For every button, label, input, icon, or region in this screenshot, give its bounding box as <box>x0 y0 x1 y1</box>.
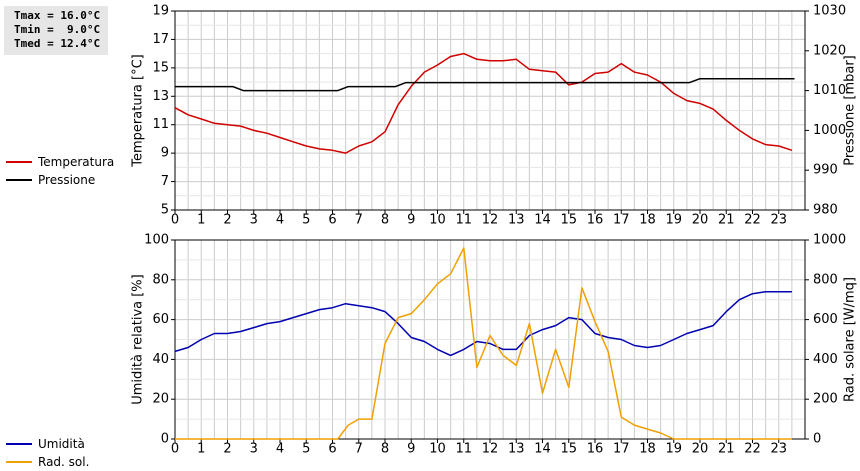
p0-y2-axis-title: Pressione [mbar] <box>843 55 858 166</box>
p0-y-tick-label: 9 <box>161 146 169 161</box>
p0-y2-tick-label: 1000 <box>813 123 846 138</box>
p1-x-tick-label: 3 <box>250 442 258 457</box>
p1-x-tick-label: 1 <box>197 442 205 457</box>
p1-y2-tick-label: 0 <box>813 432 821 447</box>
p1-x-tick-label: 22 <box>744 442 761 457</box>
legend-item-umidita: Umidità <box>6 435 89 453</box>
p0-x-tick-label: 1 <box>197 213 205 228</box>
p1-x-tick-label: 10 <box>429 442 446 457</box>
p0-x-tick-label: 7 <box>355 213 363 228</box>
legend-swatch-rad-sol <box>6 461 32 463</box>
legend-swatch-umidita <box>6 443 32 445</box>
p1-y2-tick-label: 600 <box>813 312 838 327</box>
p0-y2-tick-label: 980 <box>813 203 838 218</box>
p1-x-tick-label: 0 <box>171 442 179 457</box>
stat-tmed: Tmed = 12.4°C <box>14 37 101 50</box>
p0-y-tick-label: 15 <box>152 60 169 75</box>
p1-x-tick-label: 8 <box>381 442 389 457</box>
legend-item-pressione: Pressione <box>6 171 114 189</box>
p0-x-tick-label: 2 <box>223 213 231 228</box>
p1-x-tick-label: 9 <box>407 442 415 457</box>
p0-x-tick-label: 23 <box>770 213 787 228</box>
p1-x-tick-label: 11 <box>455 442 472 457</box>
p0-series-temperatura <box>174 52 793 154</box>
p1-x-tick-label: 23 <box>770 442 787 457</box>
p1-y2-axis-title: Rad. solare [W/mq] <box>843 277 858 402</box>
p0-x-tick-label: 6 <box>328 213 336 228</box>
p0-x-tick-label: 11 <box>455 213 472 228</box>
p1-x-tick-label: 20 <box>692 442 709 457</box>
legend-top-chart: Temperatura Pressione <box>6 153 114 189</box>
p1-y2-tick-label: 800 <box>813 272 838 287</box>
p0-x-tick-label: 15 <box>560 213 577 228</box>
p1-series-umidit <box>174 290 792 357</box>
legend-label-temperatura: Temperatura <box>38 155 115 169</box>
p1-x-tick-label: 6 <box>328 442 336 457</box>
p1-y-tick-label: 0 <box>161 432 169 447</box>
stats-box: Tmax = 16.0°C Tmin = 9.0°C Tmed = 12.4°C <box>4 6 108 55</box>
legend-label-pressione: Pressione <box>38 173 96 187</box>
p0-x-tick-label: 13 <box>508 213 525 228</box>
p1-x-tick-label: 18 <box>639 442 656 457</box>
charts-svg: 0 1 2 3 4 5 6 7 8 9 10 11 12 13 14 15 16 17 18 19 20 21 22 2357… <box>131 4 858 457</box>
p0-x-tick-label: 3 <box>250 213 258 228</box>
p1-x-tick-label: 4 <box>276 442 284 457</box>
p1-series-rad-sol <box>175 247 792 440</box>
p1-x-tick-label: 19 <box>665 442 682 457</box>
p0-series-pressione <box>175 77 795 92</box>
p1-x-tick-label: 17 <box>613 442 630 457</box>
p0-x-tick-label: 16 <box>587 213 604 228</box>
p1-y-tick-label: 80 <box>152 272 169 287</box>
p1-y-tick-label: 100 <box>144 233 169 248</box>
p0-y2-tick-label: 990 <box>813 163 838 178</box>
p1-y-axis-title: Umidità relativa [%] <box>131 274 146 404</box>
p0-y-axis-title: Temperatura [°C] <box>131 54 146 167</box>
p1-x-tick-label: 13 <box>508 442 525 457</box>
p0-x-tick-label: 4 <box>276 213 284 228</box>
p1-y2-tick-label: 1000 <box>813 233 846 248</box>
p1-y-tick-label: 40 <box>152 352 169 367</box>
legend-item-temperatura: Temperatura <box>6 153 114 171</box>
p0-x-tick-label: 19 <box>665 213 682 228</box>
p1-y-tick-label: 60 <box>152 312 169 327</box>
legend-label-umidita: Umidità <box>38 437 85 451</box>
p1-x-tick-label: 16 <box>587 442 604 457</box>
stat-tmax: Tmax = 16.0°C <box>14 9 101 22</box>
p1-x-tick-label: 15 <box>560 442 577 457</box>
stat-tmin: Tmin = 9.0°C <box>14 23 101 36</box>
p0-x-tick-label: 10 <box>429 213 446 228</box>
p0-y2-tick-label: 1010 <box>813 83 846 98</box>
p0-x-tick-label: 17 <box>613 213 630 228</box>
p0-y-tick-label: 19 <box>152 4 169 19</box>
p0-x-tick-label: 18 <box>639 213 656 228</box>
p0-x-tick-label: 12 <box>482 213 499 228</box>
p0-y-tick-label: 7 <box>161 174 169 189</box>
p0-x-tick-label: 20 <box>692 213 709 228</box>
p1-y2-tick-label: 400 <box>813 352 838 367</box>
legend-swatch-temperatura <box>6 161 32 163</box>
p0-x-tick-label: 9 <box>407 213 415 228</box>
p0-y2-tick-label: 1020 <box>813 43 846 58</box>
p0-x-tick-label: 8 <box>381 213 389 228</box>
p1-y-tick-label: 20 <box>152 392 169 407</box>
p1-x-tick-label: 2 <box>223 442 231 457</box>
p0-x-tick-label: 0 <box>171 213 179 228</box>
p0-y2-tick-label: 1030 <box>813 4 846 19</box>
p0-x-tick-label: 22 <box>744 213 761 228</box>
p1-x-tick-label: 5 <box>302 442 310 457</box>
p1-x-tick-label: 14 <box>534 442 551 457</box>
p0-y-tick-label: 17 <box>152 32 169 47</box>
p0-x-tick-label: 21 <box>718 213 735 228</box>
p0-y-tick-label: 13 <box>152 89 169 104</box>
p1-x-tick-label: 12 <box>482 442 499 457</box>
p0-y-tick-label: 5 <box>161 203 169 218</box>
p1-x-tick-label: 21 <box>718 442 735 457</box>
p0-x-tick-label: 14 <box>534 213 551 228</box>
legend-swatch-pressione <box>6 179 32 181</box>
p1-x-tick-label: 7 <box>355 442 363 457</box>
p0-x-tick-label: 5 <box>302 213 310 228</box>
p1-y2-tick-label: 200 <box>813 392 838 407</box>
p0-y-tick-label: 11 <box>152 117 169 132</box>
